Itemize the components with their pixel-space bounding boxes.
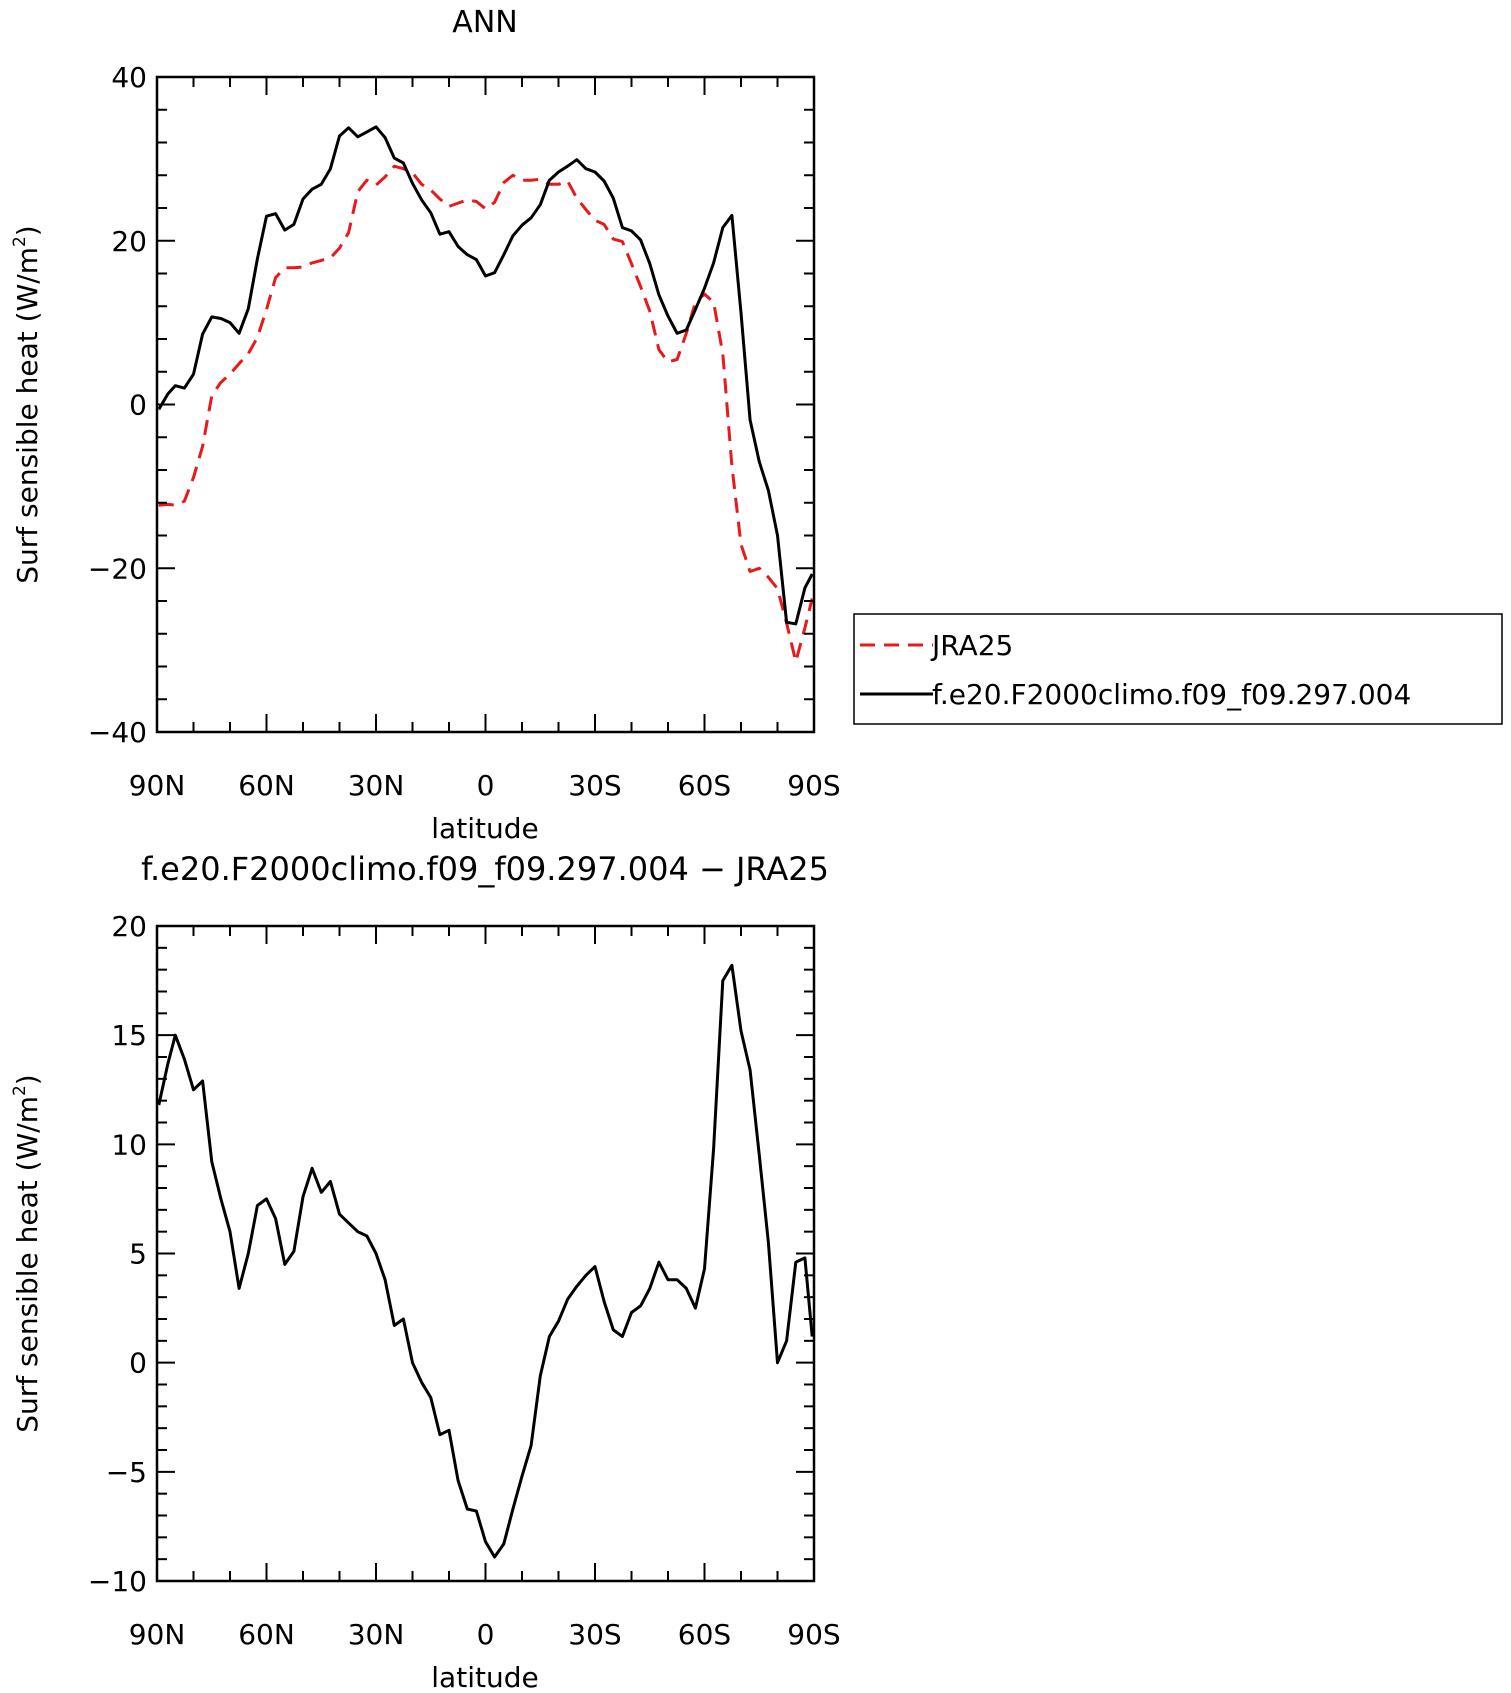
x-tick-label: 0 [477, 1618, 495, 1651]
top-chart-title: ANN [452, 5, 517, 40]
y-tick-label: −10 [88, 1565, 147, 1598]
legend: JRA25 f.e20.F2000climo.f09_f09.297.004 [853, 613, 1503, 725]
top-panel: ANN 90N 60N 30N 0 30S 60S 90S −40 −20 0 20 40 latit… [10, 5, 841, 845]
x-tick-label: 90N [129, 769, 186, 802]
x-tick-label: 60N [238, 1618, 295, 1651]
y-tick-label: 10 [111, 1128, 147, 1161]
series-line-0-1 [157, 125, 814, 626]
x-tick-label: 90N [129, 1618, 186, 1651]
legend-box [853, 613, 1503, 725]
x-tick-label: 60S [678, 769, 731, 802]
x-tick-label: 30N [348, 769, 405, 802]
bottom-plot-lines [157, 963, 814, 1559]
y-tick-label: 0 [129, 389, 147, 422]
y-tick-label: 0 [129, 1347, 147, 1380]
bottom-y-axis-label: Surf sensible heat (W/m2) [10, 1074, 44, 1433]
x-tick-label: 60N [238, 769, 295, 802]
y-tick-label: −40 [88, 716, 147, 749]
top-x-axis-label: latitude [431, 812, 538, 845]
x-tick-label: 0 [477, 769, 495, 802]
top-plot-frame [155, 75, 816, 734]
x-tick-label: 30N [348, 1618, 405, 1651]
x-tick-label: 90S [787, 1618, 840, 1651]
y-tick-label: −20 [88, 552, 147, 585]
x-tick-label: 60S [678, 1618, 731, 1651]
bottom-x-axis-label: latitude [431, 1661, 538, 1693]
top-y-axis-label: Surf sensible heat (W/m2) [10, 225, 44, 584]
x-tick-label: 30S [568, 769, 621, 802]
y-tick-label: 20 [111, 910, 147, 943]
legend-label-jra25: JRA25 [930, 629, 1013, 662]
y-tick-label: 20 [111, 225, 147, 258]
series-line-0-0 [158, 164, 814, 664]
y-tick-label: 5 [129, 1238, 147, 1271]
bottom-chart-title: f.e20.F2000climo.f09_f09.297.004 − JRA25 [141, 850, 829, 888]
top-axis-ticks: 90N 60N 30N 0 30S 60S 90S −40 −20 0 20 40 [88, 61, 841, 802]
bottom-plot-frame [155, 924, 816, 1583]
y-tick-label: 40 [111, 61, 147, 94]
top-plot-lines [157, 125, 814, 664]
x-tick-label: 90S [787, 769, 840, 802]
x-tick-label: 30S [568, 1618, 621, 1651]
series-line-1-0 [157, 963, 814, 1559]
legend-label-model: f.e20.F2000climo.f09_f09.297.004 [932, 678, 1411, 711]
bottom-axis-ticks: 90N 60N 30N 0 30S 60S 90S −10 −5 0 5 10 15 20 [88, 910, 841, 1651]
y-tick-label: −5 [106, 1456, 147, 1489]
bottom-panel: f.e20.F2000climo.f09_f09.297.004 − JRA25… [10, 850, 841, 1693]
y-tick-label: 15 [111, 1019, 147, 1052]
